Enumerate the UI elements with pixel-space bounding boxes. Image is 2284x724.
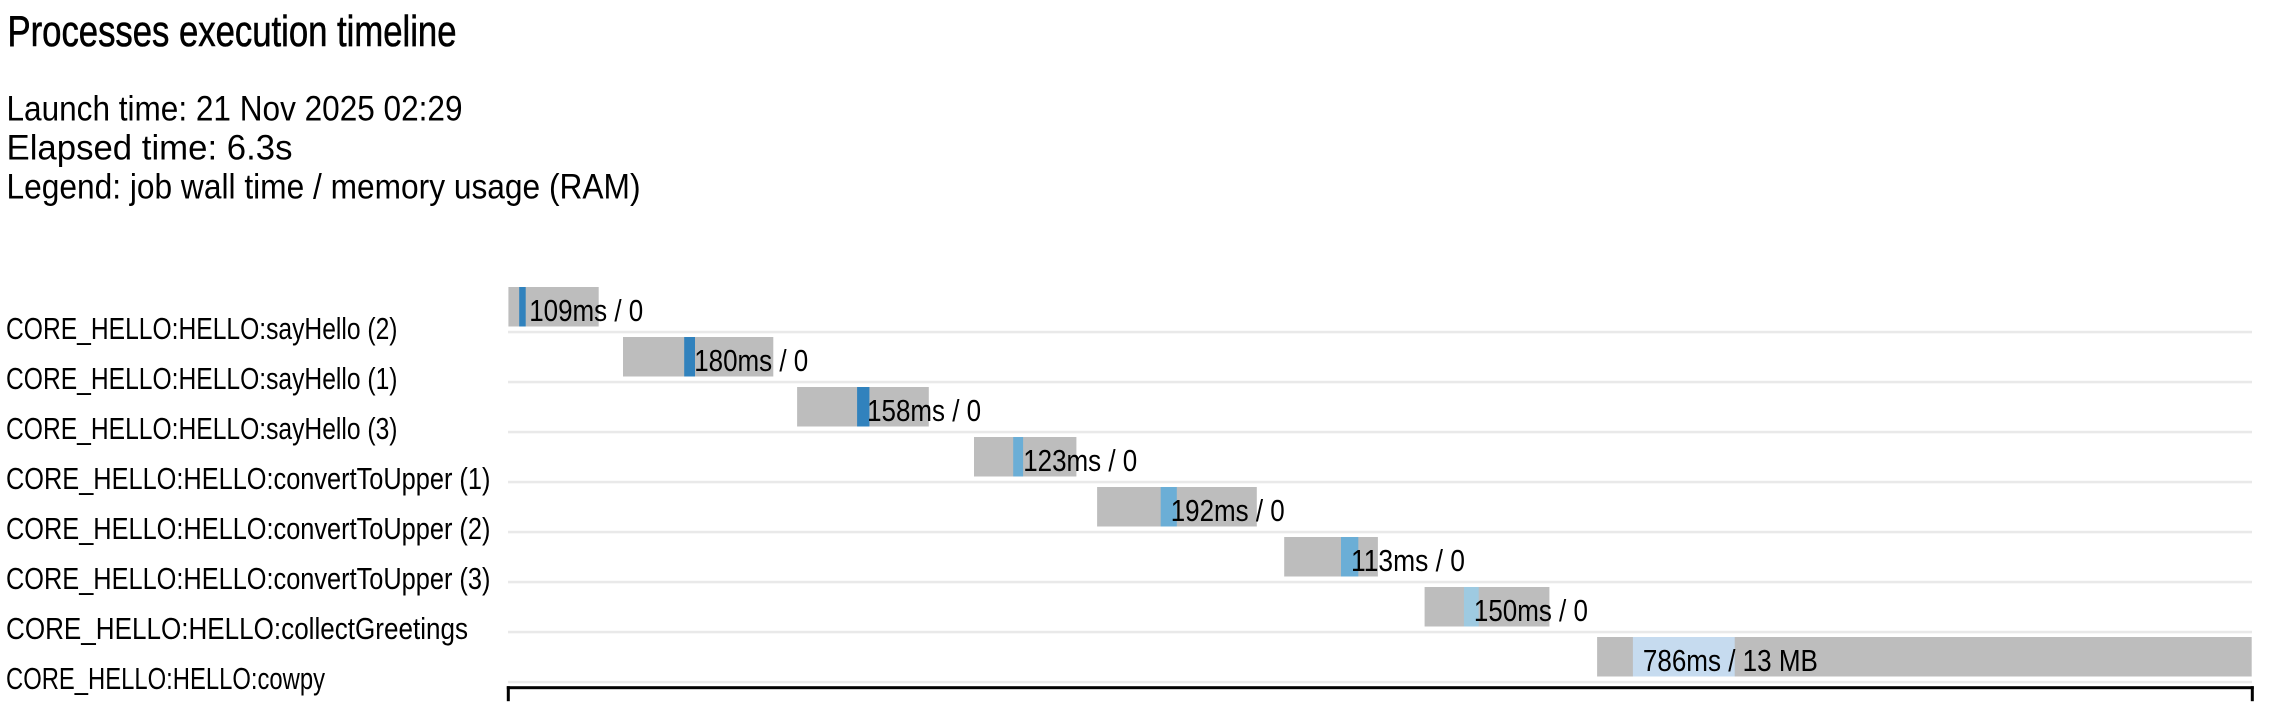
svg-text:113ms / 0: 113ms / 0 [1351,543,1465,578]
svg-text:CORE_HELLO:HELLO:sayHello (2): CORE_HELLO:HELLO:sayHello (2) [6,311,398,346]
svg-text:158ms / 0: 158ms / 0 [867,393,981,428]
svg-text:150ms / 0: 150ms / 0 [1474,593,1588,628]
svg-text:Launch time: 21 Nov 2025 02:29: Launch time: 21 Nov 2025 02:29 [7,89,463,128]
svg-text:109ms / 0: 109ms / 0 [529,293,643,328]
svg-text:CORE_HELLO:HELLO:sayHello (1): CORE_HELLO:HELLO:sayHello (1) [6,361,398,396]
svg-text:CORE_HELLO:HELLO:convertToUppe: CORE_HELLO:HELLO:convertToUpper (1) [6,461,490,496]
svg-text:Processes execution timeline: Processes execution timeline [8,7,457,56]
svg-text:CORE_HELLO:HELLO:convertToUppe: CORE_HELLO:HELLO:convertToUpper (3) [6,561,490,596]
svg-text:180ms / 0: 180ms / 0 [694,343,808,378]
svg-text:786ms / 13 MB: 786ms / 13 MB [1643,643,1818,678]
svg-text:192ms / 0: 192ms / 0 [1171,493,1285,528]
svg-text:CORE_HELLO:HELLO:convertToUppe: CORE_HELLO:HELLO:convertToUpper (2) [6,511,490,546]
svg-text:CORE_HELLO:HELLO:sayHello (3): CORE_HELLO:HELLO:sayHello (3) [6,411,398,446]
svg-text:CORE_HELLO:HELLO:cowpy: CORE_HELLO:HELLO:cowpy [6,661,325,696]
svg-text:123ms / 0: 123ms / 0 [1023,443,1137,478]
svg-text:CORE_HELLO:HELLO:collectGreeti: CORE_HELLO:HELLO:collectGreetings [6,611,468,646]
svg-text:Legend: job wall time / memory: Legend: job wall time / memory usage (RA… [7,168,641,207]
svg-text:Elapsed time: 6.3s: Elapsed time: 6.3s [7,129,293,168]
